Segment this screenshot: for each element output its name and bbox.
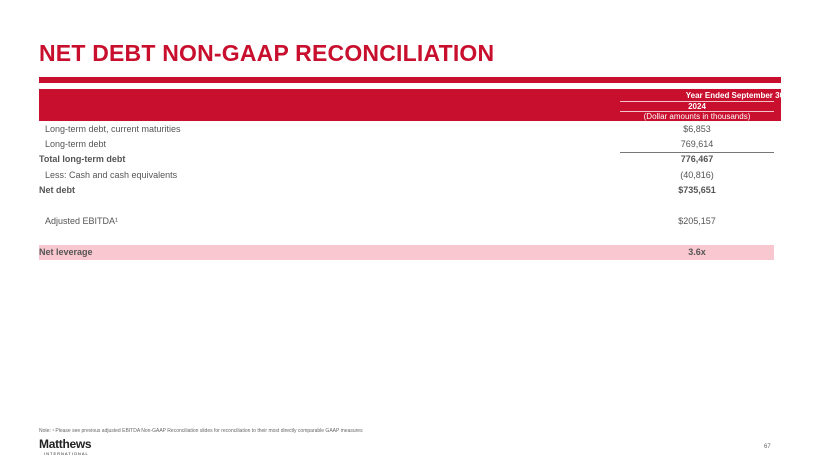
table-row: Less: Cash and cash equivalents (40,816) bbox=[39, 168, 774, 183]
row-label: Total long-term debt bbox=[39, 154, 126, 164]
row-label: Adjusted EBITDA¹ bbox=[45, 216, 119, 226]
row-value: $6,853 bbox=[683, 124, 711, 134]
table-header: Year Ended September 30, 2024 (Dollar am… bbox=[39, 89, 786, 121]
header-divider bbox=[620, 111, 774, 112]
row-value: $735,651 bbox=[678, 185, 716, 195]
row-label: Long-term debt bbox=[45, 139, 107, 149]
table-row: Long-term debt, current maturities $6,853 bbox=[39, 122, 774, 137]
row-value: 769,614 bbox=[680, 139, 714, 149]
company-logo-sub: INTERNATIONAL bbox=[44, 451, 89, 456]
row-label: Net debt bbox=[39, 185, 75, 195]
header-units: (Dollar amounts in thousands) bbox=[643, 112, 751, 121]
table-row: Long-term debt 769,614 bbox=[39, 137, 774, 152]
header-period: Year Ended September 30, bbox=[685, 91, 787, 100]
row-label: Long-term debt, current maturities bbox=[45, 124, 181, 134]
highlight-band bbox=[39, 245, 774, 260]
table-row: Adjusted EBITDA¹ $205,157 bbox=[39, 214, 774, 229]
header-year: 2024 bbox=[688, 102, 706, 111]
subtotal-rule bbox=[620, 152, 774, 153]
header-divider bbox=[620, 101, 774, 102]
table-row: Total long-term debt 776,467 bbox=[39, 152, 774, 167]
title-divider bbox=[39, 77, 781, 83]
row-value: (40,816) bbox=[680, 170, 714, 180]
row-label: Net leverage bbox=[39, 247, 93, 257]
table-row: Net leverage 3.6x bbox=[39, 245, 774, 260]
footnote: Note: ¹ Please see previous adjusted EBI… bbox=[39, 428, 363, 434]
row-value: $205,157 bbox=[678, 216, 716, 226]
table-row: Net debt $735,651 bbox=[39, 183, 774, 198]
row-value: 776,467 bbox=[680, 154, 714, 164]
row-value: 3.6x bbox=[688, 247, 706, 257]
page-number: 67 bbox=[764, 444, 771, 450]
company-logo: Matthews bbox=[39, 437, 92, 451]
page-title: NET DEBT NON-GAAP RECONCILIATION bbox=[39, 40, 495, 66]
row-label: Less: Cash and cash equivalents bbox=[45, 170, 178, 180]
